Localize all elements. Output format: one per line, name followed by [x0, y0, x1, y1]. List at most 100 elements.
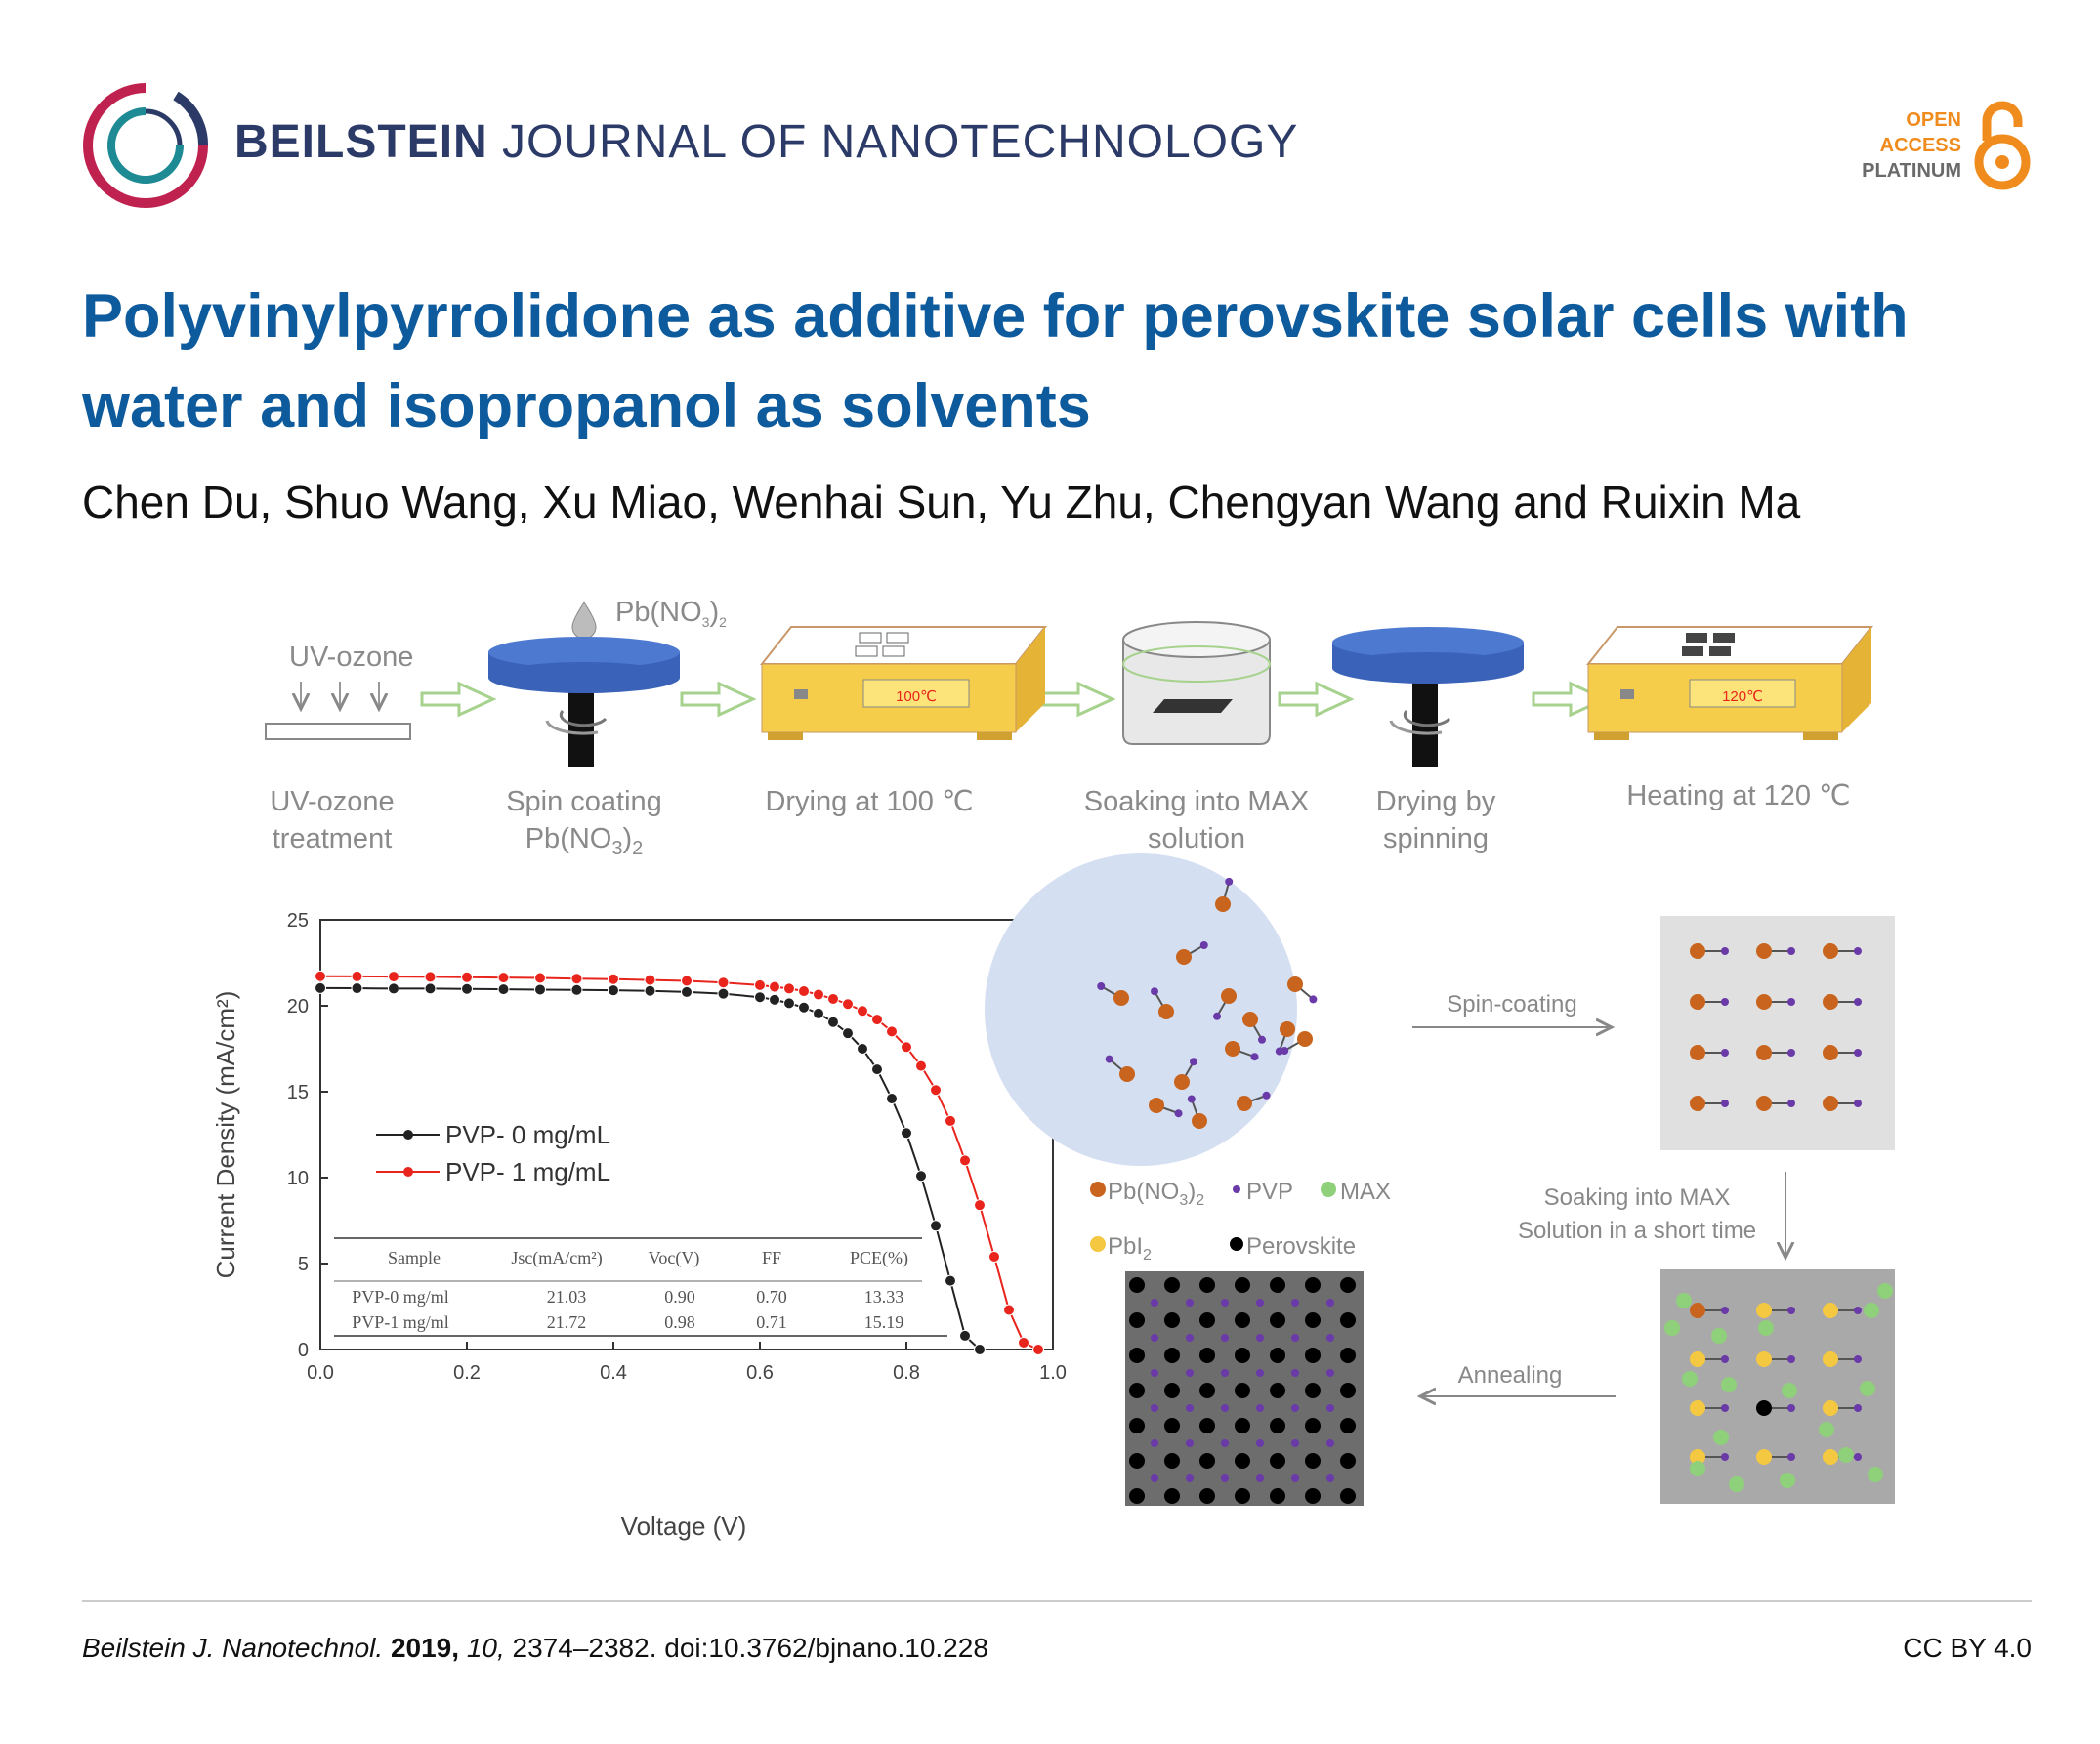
article-authors: Chen Du, Shuo Wang, Xu Miao, Wenhai Sun,…	[82, 477, 1801, 527]
max-molecule	[1782, 1383, 1797, 1398]
max-molecule	[1682, 1371, 1698, 1387]
license[interactable]: CC BY 4.0	[1903, 1633, 2032, 1663]
table-header: PCE(%)	[850, 1248, 908, 1268]
journal-name[interactable]: BEILSTEIN JOURNAL OF NANOTECHNOLOGY	[234, 115, 1298, 169]
x-tick-label: 0.4	[600, 1362, 627, 1384]
citation-volume: 10,	[466, 1633, 505, 1663]
pb-molecule	[1280, 1021, 1295, 1037]
citation-journal: Beilstein J. Nanotechnol.	[82, 1633, 384, 1663]
data-point-1	[783, 982, 795, 995]
substrate	[265, 723, 411, 740]
table-header: Sample	[388, 1248, 441, 1267]
y-tick-label: 5	[298, 1254, 309, 1275]
pvp-chain	[1174, 1109, 1183, 1118]
schematic-legend: Pb(NO3)2 PVP MAX PbI2 Perovskite	[1090, 1179, 1391, 1264]
svg-text:UV-ozone: UV-ozone	[270, 786, 394, 817]
spin-coating-arrow-label: Spin-coating	[1447, 991, 1576, 1017]
article-title[interactable]: Polyvinylpyrrolidone as additive for per…	[82, 282, 1909, 440]
oa-line-platinum: PLATINUM	[1862, 160, 1961, 182]
svg-text:solution: solution	[1148, 823, 1245, 854]
svg-text:Pb(NO3)2: Pb(NO3)2	[615, 597, 727, 630]
oa-line-access: ACCESS	[1879, 135, 1961, 156]
table-cell: PVP-0 mg/ml	[352, 1287, 449, 1307]
series-line-1	[319, 975, 1039, 1350]
data-point-1	[959, 1154, 971, 1167]
process-flow: UV-ozone Pb(NO3)2	[265, 597, 1874, 859]
citation-year: 2019,	[390, 1633, 460, 1663]
data-point-1	[901, 1041, 912, 1054]
data-point-0	[754, 991, 766, 1004]
pvp-chain	[1105, 1055, 1113, 1063]
max-molecule	[1780, 1473, 1795, 1488]
data-point-1	[857, 1005, 868, 1017]
max-molecule	[1758, 1320, 1774, 1336]
svg-text:Perovskite: Perovskite	[1246, 1233, 1356, 1260]
pb-molecule	[1113, 990, 1129, 1006]
data-point-0	[915, 1170, 927, 1183]
pvp-chain	[1097, 982, 1106, 990]
pvp-chain	[1199, 941, 1208, 949]
pvp-chain	[1250, 1053, 1259, 1061]
table-cell: 21.72	[547, 1312, 587, 1332]
data-point-0	[534, 983, 546, 996]
table-cell: 0.90	[664, 1287, 695, 1307]
spin-coater-icon	[488, 637, 680, 767]
svg-text:PbI2: PbI2	[1108, 1233, 1152, 1264]
pb-molecule	[1287, 976, 1303, 992]
data-point-1	[461, 971, 473, 983]
citation[interactable]: Beilstein J. Nanotechnol. 2019, 10, 2374…	[82, 1633, 988, 1664]
data-point-0	[857, 1043, 868, 1055]
data-point-0	[608, 984, 619, 997]
oa-line-open: OPEN	[1906, 109, 1961, 131]
data-point-1	[681, 975, 693, 987]
data-point-0	[681, 985, 693, 998]
data-point-0	[871, 1063, 883, 1076]
data-point-1	[827, 992, 839, 1005]
max-molecule	[1721, 1377, 1737, 1392]
max-molecule	[1860, 1381, 1875, 1396]
data-point-0	[945, 1274, 956, 1287]
pvp-chain	[1190, 1058, 1197, 1066]
data-point-1	[930, 1084, 942, 1097]
data-point-0	[827, 1016, 839, 1028]
pvp-chain	[1309, 995, 1318, 1004]
data-point-1	[842, 998, 854, 1011]
max-molecule	[1711, 1328, 1727, 1344]
pb-molecule	[1225, 1041, 1240, 1057]
table-cell: 0.71	[756, 1312, 787, 1332]
pb-molecule	[1158, 1004, 1174, 1019]
data-point-0	[901, 1127, 912, 1140]
data-point-1	[754, 978, 766, 991]
svg-text:Pb(NO3)2: Pb(NO3)2	[1108, 1179, 1204, 1209]
svg-text:Drying by: Drying by	[1376, 786, 1496, 817]
data-point-0	[717, 987, 730, 1000]
data-point-1	[769, 980, 780, 993]
svg-text:Drying at 100 ℃: Drying at 100 ℃	[765, 786, 973, 817]
data-point-1	[988, 1250, 1000, 1263]
graphical-abstract: UV-ozone Pb(NO3)2	[211, 597, 1895, 1541]
open-access-badge: OPEN ACCESS PLATINUM	[1827, 98, 2032, 195]
pb-molecule	[1149, 1098, 1164, 1113]
pb-molecule	[1176, 949, 1192, 965]
data-point-0	[570, 983, 583, 996]
y-tick-label: 0	[298, 1340, 309, 1361]
pvp-chain	[1262, 1091, 1271, 1100]
data-point-0	[783, 997, 795, 1010]
pb-molecule	[1215, 896, 1231, 912]
max-molecule	[1819, 1422, 1834, 1437]
svg-text:PVP: PVP	[1246, 1179, 1293, 1205]
footer-divider	[82, 1600, 2032, 1602]
data-point-0	[644, 984, 656, 997]
data-point-0	[842, 1027, 854, 1040]
data-point-0	[315, 981, 326, 994]
inset-table: Sample Jsc(mA/cm²) Voc(V) FF PCE(%) PVP-…	[334, 1237, 947, 1337]
data-point-0	[813, 1007, 824, 1019]
data-point-1	[424, 971, 437, 983]
legend-series-1: PVP- 1 mg/mL	[445, 1157, 610, 1186]
table-cell: PVP-1 mg/ml	[352, 1312, 449, 1332]
x-tick-label: 1.0	[1039, 1362, 1067, 1384]
pb-molecule	[1297, 1031, 1313, 1047]
hotplate-120-icon	[1585, 626, 1874, 740]
data-point-1	[1003, 1304, 1015, 1316]
pb-molecule	[1192, 1113, 1207, 1129]
